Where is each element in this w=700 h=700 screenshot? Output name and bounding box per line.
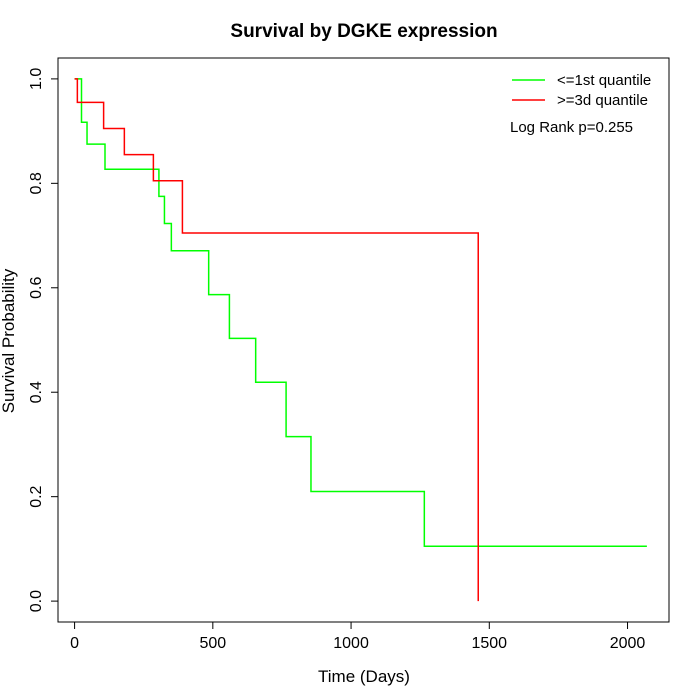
x-axis: 0 500 1000 1500 2000 <box>70 621 646 652</box>
y-tick-label: 0.8 <box>28 172 45 194</box>
x-tick-label: 2000 <box>610 635 646 652</box>
y-tick-label: 0.6 <box>28 277 45 299</box>
series-layer <box>74 78 647 602</box>
legend: <=1st quantile >=3d quantile <box>512 72 651 109</box>
x-axis-label: Time (Days) <box>318 667 410 686</box>
legend-label: >=3d quantile <box>557 92 648 109</box>
plot-frame <box>57 57 670 623</box>
y-tick-label: 0.0 <box>28 590 45 612</box>
logrank-annotation: Log Rank p=0.255 <box>510 119 633 136</box>
x-tick-label: 0 <box>70 635 79 652</box>
y-axis: 0.0 0.2 0.4 0.6 0.8 1.0 <box>28 68 59 612</box>
x-tick-label: 500 <box>199 635 226 652</box>
chart-title: Survival by DGKE expression <box>230 21 497 42</box>
series-line-1 <box>74 78 647 548</box>
y-tick-label: 0.4 <box>28 381 45 403</box>
legend-label: <=1st quantile <box>557 72 651 89</box>
y-axis-label: Survival Probability <box>0 268 18 413</box>
x-tick-label: 1000 <box>333 635 369 652</box>
x-tick-label: 1500 <box>471 635 507 652</box>
series-line-2 <box>74 78 479 602</box>
y-tick-label: 1.0 <box>28 68 45 90</box>
y-tick-label: 0.2 <box>28 485 45 507</box>
